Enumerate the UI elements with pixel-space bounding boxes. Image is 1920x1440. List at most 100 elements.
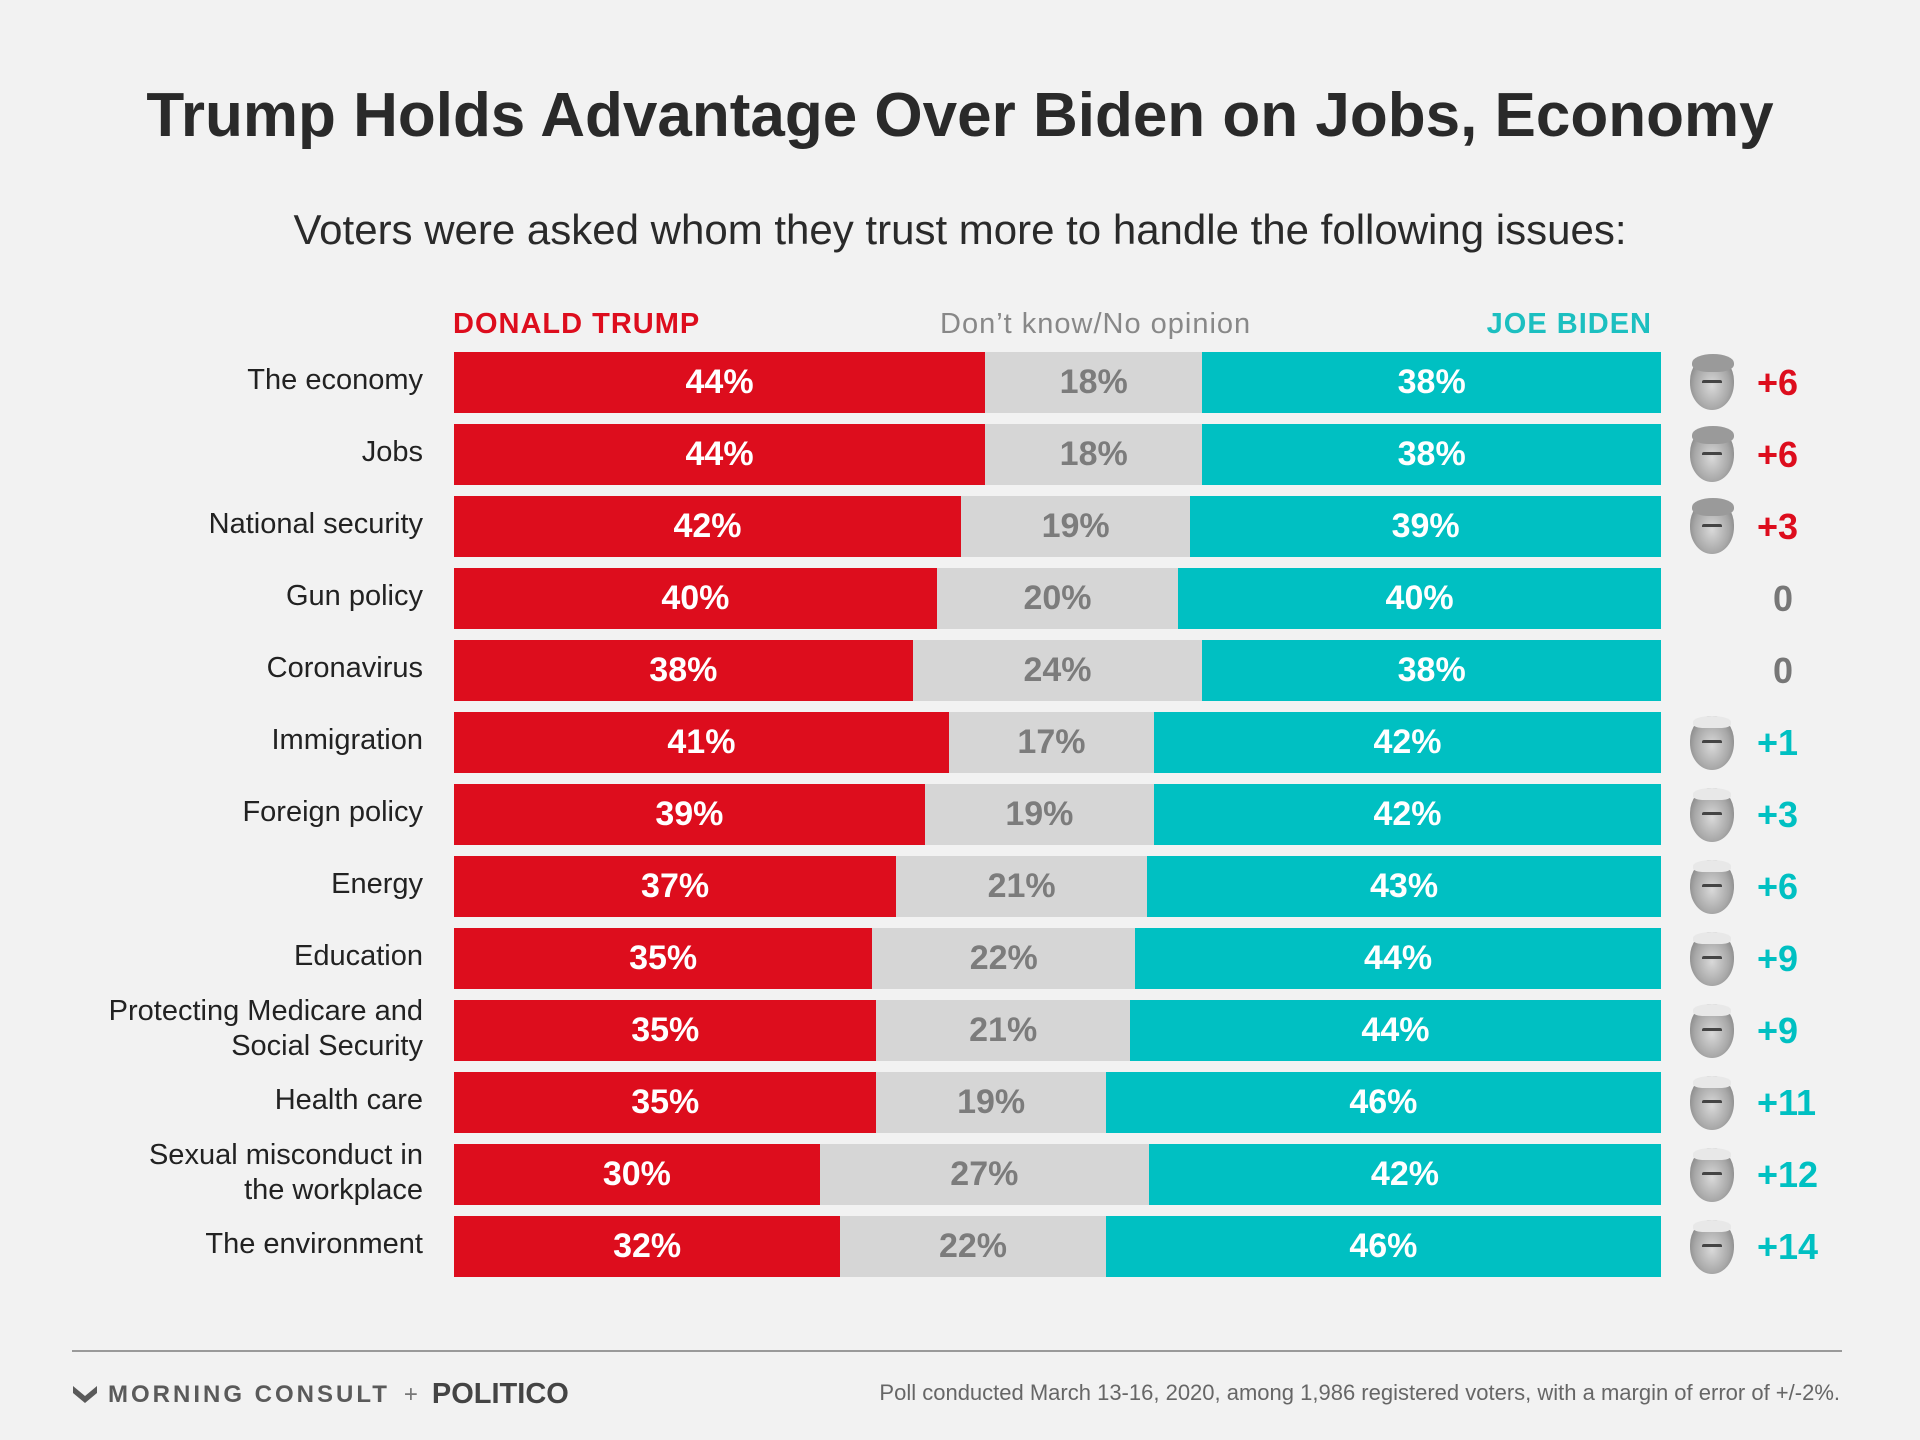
data-label: 44%	[1361, 1011, 1430, 1049]
trump-bar-segment: 38%	[454, 640, 913, 701]
category-label: Health care	[60, 1083, 423, 1118]
dont-know-bar-segment: 18%	[985, 424, 1203, 485]
data-label: 18%	[1059, 363, 1128, 401]
legend-biden: JOE BIDEN	[1486, 308, 1652, 340]
trump-bar-segment: 37%	[454, 856, 897, 917]
logo-plus: +	[403, 1380, 418, 1408]
data-label: 42%	[1373, 795, 1442, 833]
biden-face-icon	[1690, 1076, 1734, 1130]
biden-face-icon	[1690, 932, 1734, 986]
category-label: Sexual misconduct in the workplace	[60, 1138, 423, 1208]
category-label: Education	[60, 939, 423, 974]
category-label: The environment	[60, 1227, 423, 1262]
category-label-line: Foreign policy	[242, 796, 423, 828]
biden-bar-segment: 42%	[1148, 1144, 1661, 1205]
dont-know-bar-segment: 21%	[896, 856, 1148, 917]
dont-know-bar-segment: 27%	[819, 1144, 1149, 1205]
margin-value: +6	[1757, 362, 1799, 403]
trump-bar-segment: 42%	[454, 496, 961, 557]
data-label: 18%	[1059, 435, 1128, 473]
category-label-line: Social Security	[231, 1029, 423, 1062]
chart-subtitle: Voters were asked whom they trust more t…	[293, 206, 1627, 253]
data-label: 42%	[1370, 1155, 1439, 1193]
poll-footnote: Poll conducted March 13-16, 2020, among …	[879, 1380, 1840, 1405]
data-label: 21%	[987, 867, 1056, 905]
biden-bar-segment: 38%	[1202, 352, 1661, 413]
biden-face-icon	[1690, 716, 1734, 770]
margin-value: 0	[1773, 578, 1794, 619]
category-label-line: Coronavirus	[266, 652, 423, 684]
biden-face-icon	[1690, 1148, 1734, 1202]
data-label: 46%	[1349, 1227, 1418, 1265]
data-label: 21%	[969, 1011, 1038, 1049]
dont-know-bar-segment: 22%	[840, 1216, 1106, 1277]
category-label: The economy	[60, 363, 423, 398]
dont-know-bar-segment: 19%	[876, 1072, 1106, 1133]
data-label: 44%	[1364, 939, 1433, 977]
data-label: 19%	[1041, 507, 1110, 545]
data-label: 22%	[938, 1227, 1008, 1265]
biden-bar-segment: 44%	[1135, 928, 1661, 989]
data-label: 44%	[685, 435, 754, 473]
trump-bar-segment: 44%	[454, 424, 986, 485]
data-label: 32%	[613, 1227, 682, 1265]
data-label: 24%	[1023, 651, 1092, 689]
data-label: 46%	[1349, 1083, 1418, 1121]
politico-logo-text: POLITICO	[431, 1378, 569, 1410]
biden-face-icon	[1690, 1220, 1734, 1274]
legend-dont-know: Don’t know/No opinion	[940, 308, 1252, 340]
data-label: 39%	[1391, 507, 1460, 545]
dont-know-bar-segment: 20%	[936, 568, 1179, 629]
trump-bar-segment: 32%	[454, 1216, 841, 1277]
category-label-line: Sexual misconduct in	[148, 1138, 423, 1171]
morning-consult-logo-text: MORNING CONSULT	[108, 1380, 390, 1408]
trump-bar-segment: 35%	[454, 928, 873, 989]
category-label-line: Energy	[331, 868, 423, 900]
biden-face-icon	[1690, 1004, 1734, 1058]
biden-face-icon	[1690, 860, 1734, 914]
trump-bar-segment: 35%	[454, 1072, 877, 1133]
biden-bar-segment: 44%	[1129, 1000, 1661, 1061]
category-label-line: The environment	[205, 1228, 423, 1260]
dont-know-bar-segment: 19%	[960, 496, 1191, 557]
trump-face-icon	[1690, 498, 1734, 554]
data-label: 17%	[1017, 723, 1086, 761]
category-label: Energy	[60, 867, 423, 902]
margin-value: +6	[1757, 434, 1799, 475]
category-label-line: National security	[208, 508, 423, 540]
data-label: 22%	[969, 939, 1038, 977]
dont-know-bar-segment: 19%	[924, 784, 1155, 845]
margin-value: +3	[1757, 794, 1799, 835]
data-label: 35%	[631, 1083, 700, 1121]
category-label: Jobs	[60, 435, 423, 470]
dont-know-bar-segment: 24%	[912, 640, 1203, 701]
data-label: 40%	[661, 579, 730, 617]
biden-bar-segment: 42%	[1154, 712, 1661, 773]
margin-value: +9	[1757, 1010, 1799, 1051]
trump-bar-segment: 39%	[454, 784, 925, 845]
margin-value: +11	[1757, 1082, 1817, 1123]
trump-bar-segment: 35%	[454, 1000, 877, 1061]
data-label: 37%	[641, 867, 710, 905]
biden-bar-segment: 46%	[1105, 1216, 1661, 1277]
category-label-line: Health care	[274, 1084, 423, 1116]
biden-bar-segment: 42%	[1154, 784, 1661, 845]
biden-bar-segment: 40%	[1178, 568, 1661, 629]
trump-bar-segment: 41%	[454, 712, 949, 773]
biden-bar-segment: 46%	[1105, 1072, 1661, 1133]
biden-bar-segment: 39%	[1190, 496, 1661, 557]
data-label: 42%	[673, 507, 742, 545]
category-label-line: the workplace	[244, 1173, 423, 1206]
data-label: 27%	[950, 1155, 1019, 1193]
trump-bar-segment: 44%	[454, 352, 986, 413]
margin-value: +12	[1757, 1154, 1819, 1195]
category-label-line: Protecting Medicare and	[108, 994, 423, 1027]
dont-know-bar-segment: 22%	[872, 928, 1136, 989]
category-label-line: Immigration	[271, 724, 424, 756]
dont-know-bar-segment: 21%	[876, 1000, 1130, 1061]
biden-bar-segment: 38%	[1202, 640, 1661, 701]
dont-know-bar-segment: 17%	[948, 712, 1155, 773]
legend-trump: DONALD TRUMP	[453, 308, 701, 340]
trump-face-icon	[1690, 426, 1734, 482]
